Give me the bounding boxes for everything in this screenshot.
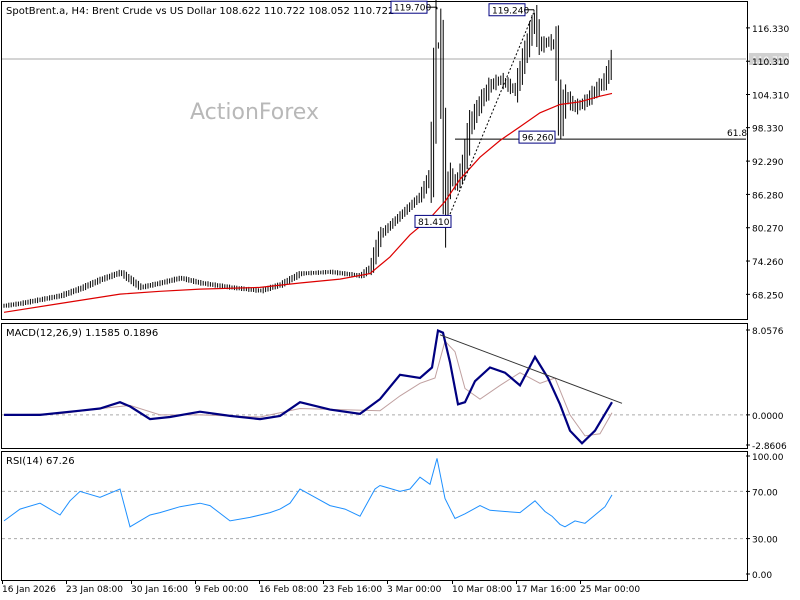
price-y-tick-label: 86.280 [752,191,784,201]
annotation-label: 119.700 [394,4,431,14]
price-y-tick-label: 98.330 [752,125,784,135]
annotation-box [390,0,428,14]
fib-level-label: 61.8 [727,129,747,139]
price-grid-lines: 61.8 [2,58,747,140]
price-y-axis: 116.330 110.310 104.310 98.330 92.290 86.280 8… [746,25,789,301]
x-axis-labels: 16 Jan 2026 23 Jan 08:00 30 Jan 16:00 9 Feb… [2,580,640,595]
x-tick-label: 10 Mar 08:00 [452,585,512,595]
macd-title: MACD(12,26,9) 1.1585 0.1896 [6,328,158,339]
x-tick-label: 9 Feb 00:00 [195,585,249,595]
macd-lines [2,329,746,445]
price-y-tick-label: 92.290 [752,158,784,168]
annotation-label: 96.260 [522,134,554,144]
price-annotations: 119.700 119.240 96.260 81.410 110.722 [390,0,789,228]
rsi-y-tick-label: 0.00 [752,571,772,581]
price-y-tick-label: 80.270 [752,225,784,235]
last-price-tag [749,52,789,65]
price-y-tick-label: 104.310 [752,91,789,101]
x-tick-label: 3 Mar 00:00 [387,585,442,595]
macd-y-tick-label: 8.0576 [752,327,784,337]
price-y-tick-label: 68.250 [752,291,784,301]
rsi-lines [2,458,746,540]
watermark-text: ActionForex [190,100,319,125]
x-tick-label: 23 Jan 08:00 [66,585,123,595]
macd-y-tick-label: -2.8606 [752,442,787,452]
price-y-tick-label: 116.330 [752,25,789,35]
rsi-y-tick-label: 30.00 [752,536,778,546]
rsi-y-tick-label: 70.00 [752,488,778,498]
macd-panel-frame [1,323,748,449]
price-y-tick-label: 110.310 [752,58,789,68]
rsi-series [3,458,613,528]
macd-y-tick-label: 0.0000 [752,412,784,422]
annotation-label: 119.240 [492,6,529,16]
macd-series [4,329,613,445]
rsi-title: RSI(14) 67.26 [6,456,75,467]
annotation-box [414,214,452,228]
annotation-box [488,3,526,17]
annotation-label: 81.410 [418,218,450,228]
annotation-box [518,130,556,144]
macd-signal-series [3,340,613,437]
price-trend-line [446,11,535,222]
macd-y-axis: 8.0576 0.0000 -2.8606 [746,327,787,452]
x-tick-label: 23 Feb 16:00 [323,585,382,595]
price-title: SpotBrent.a, H4: Brent Crude vs US Dolla… [6,6,394,17]
x-tick-label: 17 Mar 16:00 [516,585,576,595]
rsi-y-tick-label: 100.00 [752,453,784,463]
price-y-tick-label: 74.260 [752,258,784,268]
price-bars [3,0,612,308]
x-tick-label: 16 Feb 08:00 [259,585,318,595]
rsi-y-axis: 100.00 70.00 30.00 0.00 [746,453,784,581]
x-tick-label: 30 Jan 16:00 [131,585,188,595]
price-panel-frame [1,1,748,320]
rsi-panel-frame [1,451,748,581]
macd-trend-line [439,334,623,404]
x-tick-label: 25 Mar 00:00 [580,585,640,595]
last-price-tag-label: 110.722 [752,56,789,66]
x-tick-label: 16 Jan 2026 [2,585,56,595]
